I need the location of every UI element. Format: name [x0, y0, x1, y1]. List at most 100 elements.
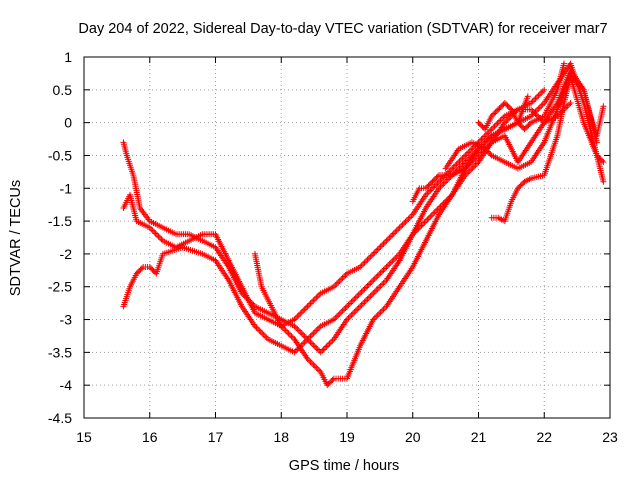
y-axis-label: SDTVAR / TECUs: [8, 180, 24, 296]
data-point: [482, 132, 489, 139]
data-point: [148, 265, 155, 272]
data-point: [597, 156, 604, 163]
data-point: [536, 104, 543, 111]
data-point: [284, 328, 291, 335]
data-point: [329, 337, 336, 344]
data-point: [532, 108, 539, 115]
data-point: [345, 301, 352, 308]
data-point: [579, 85, 586, 92]
data-point: [528, 113, 535, 120]
data-point: [504, 116, 511, 123]
data-point: [529, 111, 536, 118]
data-point: [478, 122, 485, 129]
data-point: [516, 183, 523, 190]
data-point: [370, 290, 377, 297]
data-point: [289, 334, 296, 341]
data-point: [368, 252, 375, 259]
data-point: [528, 99, 535, 106]
data-point: [373, 247, 380, 254]
data-point: [484, 148, 491, 155]
data-point: [291, 349, 298, 356]
data-point: [148, 226, 155, 233]
series-arc-A: [120, 93, 531, 356]
data-point: [469, 158, 476, 165]
data-point: [433, 174, 440, 181]
data-point: [387, 259, 394, 266]
data-point: [600, 178, 607, 185]
data-point: [567, 73, 574, 80]
data-point: [358, 288, 365, 295]
data-point: [339, 307, 346, 314]
data-point: [430, 210, 437, 217]
data-point: [357, 264, 364, 271]
data-point: [253, 324, 260, 331]
data-point: [294, 313, 301, 320]
data-point: [524, 93, 531, 100]
data-point: [364, 296, 371, 303]
data-point: [133, 270, 140, 277]
data-point: [567, 99, 574, 106]
data-point: [387, 233, 394, 240]
data-point: [429, 178, 436, 185]
data-point: [314, 293, 321, 300]
data-point: [457, 163, 464, 170]
data-point: [134, 269, 141, 276]
data-point: [357, 290, 364, 297]
data-point: [352, 307, 359, 314]
data-point: [300, 340, 307, 347]
data-point: [301, 306, 308, 313]
data-point: [538, 102, 545, 109]
data-point: [571, 78, 578, 85]
data-point: [481, 140, 488, 147]
data-point: [316, 324, 323, 331]
data-point: [493, 121, 500, 128]
data-point: [380, 240, 387, 247]
data-point: [314, 346, 321, 353]
data-point: [402, 218, 409, 225]
data-point: [491, 123, 498, 130]
data-point: [424, 190, 431, 197]
data-point: [452, 162, 459, 169]
data-point: [357, 303, 364, 310]
data-point: [497, 117, 504, 124]
data-point: [432, 176, 439, 183]
data-point: [521, 126, 528, 133]
data-point: [336, 277, 343, 284]
data-point: [374, 246, 381, 253]
data-point: [298, 330, 305, 337]
data-point: [417, 223, 424, 230]
data-point: [332, 315, 339, 322]
data-point: [485, 129, 492, 136]
data-point: [371, 315, 378, 322]
data-point: [327, 339, 334, 346]
y-tick-label: -3: [60, 312, 73, 328]
data-point: [433, 207, 440, 214]
data-point: [422, 185, 429, 192]
data-point: [459, 155, 466, 162]
y-tick-label: -1.5: [48, 213, 72, 229]
data-point: [306, 301, 313, 308]
data-point: [152, 230, 159, 237]
data-point: [518, 181, 525, 188]
data-point: [149, 266, 156, 273]
data-point: [501, 99, 508, 106]
data-point: [304, 336, 311, 343]
data-point: [450, 164, 457, 171]
data-point: [311, 363, 318, 370]
data-point: [487, 134, 494, 141]
data-point: [433, 181, 440, 188]
data-point: [361, 285, 368, 292]
data-point: [447, 167, 454, 174]
series-arc-G: [442, 73, 607, 172]
data-point: [376, 245, 383, 252]
data-point: [320, 346, 327, 353]
data-point: [308, 299, 315, 306]
data-point: [349, 297, 356, 304]
data-point: [466, 167, 473, 174]
data-point: [155, 233, 162, 240]
data-point: [599, 157, 606, 164]
data-point: [380, 280, 387, 287]
data-point: [476, 137, 483, 144]
data-point: [506, 115, 513, 122]
data-point: [326, 379, 333, 386]
